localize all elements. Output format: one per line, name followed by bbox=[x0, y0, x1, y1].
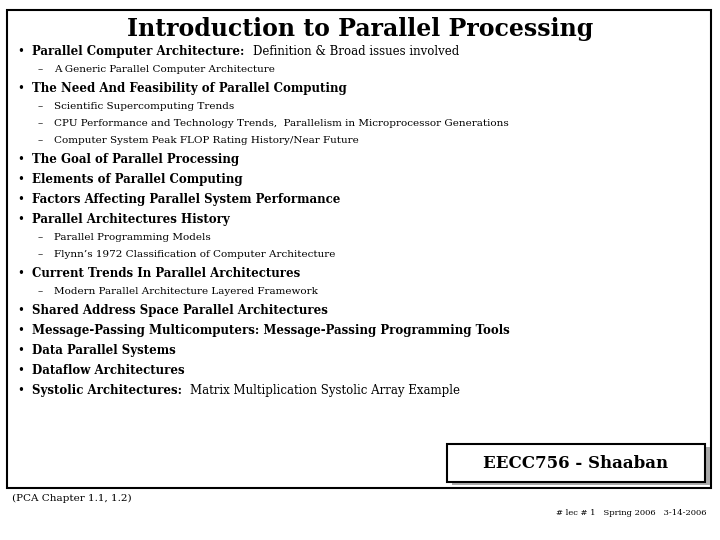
Text: Data Parallel Systems: Data Parallel Systems bbox=[32, 344, 176, 357]
Text: Parallel Computer Architecture:: Parallel Computer Architecture: bbox=[32, 45, 253, 58]
Text: •: • bbox=[17, 304, 24, 317]
Text: •: • bbox=[17, 153, 24, 166]
Text: –: – bbox=[38, 250, 43, 259]
Text: (PCA Chapter 1.1, 1.2): (PCA Chapter 1.1, 1.2) bbox=[12, 494, 132, 503]
Text: Computer System Peak FLOP Rating History/Near Future: Computer System Peak FLOP Rating History… bbox=[54, 136, 359, 145]
Text: EECC756 - Shaaban: EECC756 - Shaaban bbox=[483, 455, 669, 471]
Text: •: • bbox=[17, 324, 24, 337]
Text: Systolic Architectures:: Systolic Architectures: bbox=[32, 384, 190, 397]
Text: •: • bbox=[17, 364, 24, 377]
Text: •: • bbox=[17, 173, 24, 186]
Text: Parallel Programming Models: Parallel Programming Models bbox=[54, 233, 211, 242]
Bar bbox=[7, 10, 711, 488]
Text: –: – bbox=[38, 119, 43, 128]
Text: Dataflow Architectures: Dataflow Architectures bbox=[32, 364, 184, 377]
Text: The Goal of Parallel Processing: The Goal of Parallel Processing bbox=[32, 153, 239, 166]
Text: –: – bbox=[38, 136, 43, 145]
Text: Elements of Parallel Computing: Elements of Parallel Computing bbox=[32, 173, 243, 186]
Text: •: • bbox=[17, 384, 24, 397]
Text: Current Trends In Parallel Architectures: Current Trends In Parallel Architectures bbox=[32, 267, 300, 280]
Text: Scientific Supercomputing Trends: Scientific Supercomputing Trends bbox=[54, 102, 234, 111]
Text: Introduction to Parallel Processing: Introduction to Parallel Processing bbox=[127, 17, 593, 41]
Text: –: – bbox=[38, 287, 43, 296]
Text: Definition & Broad issues involved: Definition & Broad issues involved bbox=[253, 45, 459, 58]
Text: A Generic Parallel Computer Architecture: A Generic Parallel Computer Architecture bbox=[54, 65, 275, 74]
Text: –: – bbox=[38, 233, 43, 242]
Text: –: – bbox=[38, 65, 43, 74]
Text: •: • bbox=[17, 344, 24, 357]
Text: •: • bbox=[17, 213, 24, 226]
Text: The Need And Feasibility of Parallel Computing: The Need And Feasibility of Parallel Com… bbox=[32, 82, 347, 95]
Text: •: • bbox=[17, 45, 24, 58]
Text: Shared Address Space Parallel Architectures: Shared Address Space Parallel Architectu… bbox=[32, 304, 328, 317]
Text: Flynn’s 1972 Classification of Computer Architecture: Flynn’s 1972 Classification of Computer … bbox=[54, 250, 336, 259]
Text: •: • bbox=[17, 193, 24, 206]
Bar bbox=[447, 444, 705, 482]
Text: # lec # 1   Spring 2006   3-14-2006: # lec # 1 Spring 2006 3-14-2006 bbox=[556, 509, 706, 517]
Text: •: • bbox=[17, 267, 24, 280]
Text: Message-Passing Multicomputers: Message-Passing Programming Tools: Message-Passing Multicomputers: Message-… bbox=[32, 324, 510, 337]
Text: –: – bbox=[38, 102, 43, 111]
Text: Parallel Architectures History: Parallel Architectures History bbox=[32, 213, 230, 226]
Text: Matrix Multiplication Systolic Array Example: Matrix Multiplication Systolic Array Exa… bbox=[190, 384, 460, 397]
Text: Modern Parallel Architecture Layered Framework: Modern Parallel Architecture Layered Fra… bbox=[54, 287, 318, 296]
Text: Factors Affecting Parallel System Performance: Factors Affecting Parallel System Perfor… bbox=[32, 193, 341, 206]
Text: CPU Performance and Technology Trends,  Parallelism in Microprocessor Generation: CPU Performance and Technology Trends, P… bbox=[54, 119, 509, 128]
Bar bbox=[452, 447, 710, 485]
Text: •: • bbox=[17, 82, 24, 95]
